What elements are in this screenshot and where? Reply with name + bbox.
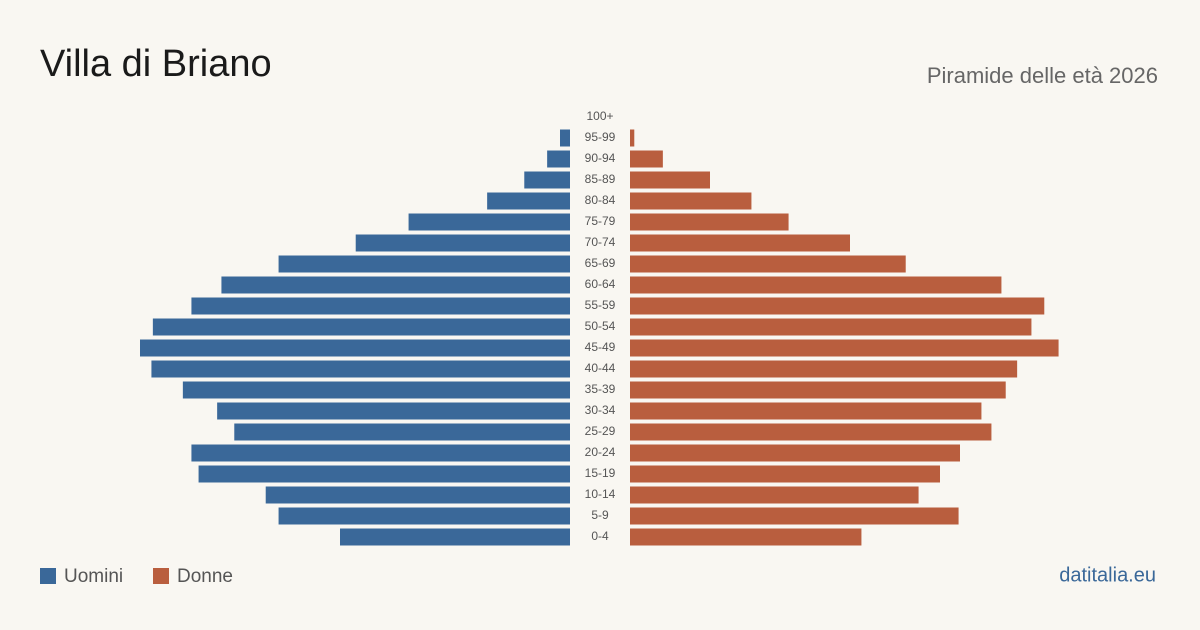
- bar: [630, 171, 710, 189]
- bar: [140, 339, 570, 357]
- bar: [630, 381, 1006, 399]
- bar: [221, 276, 570, 294]
- bar: [630, 234, 850, 252]
- age-label: 80-84: [585, 193, 616, 207]
- bar: [265, 486, 570, 504]
- age-label: 70-74: [585, 235, 616, 249]
- age-label: 0-4: [591, 529, 609, 543]
- chart-title: Villa di Briano: [40, 43, 272, 85]
- bar: [408, 213, 570, 231]
- bar: [630, 276, 1002, 294]
- age-label: 50-54: [585, 319, 616, 333]
- age-label: 25-29: [585, 424, 616, 438]
- age-label: 40-44: [585, 361, 616, 375]
- bar: [630, 129, 635, 147]
- bar: [630, 528, 862, 546]
- bar: [630, 339, 1059, 357]
- age-label: 20-24: [585, 445, 616, 459]
- bar: [547, 150, 570, 168]
- bar: [630, 423, 992, 441]
- bar: [524, 171, 570, 189]
- legend-swatch: [153, 568, 169, 584]
- legend-label: Donne: [177, 566, 233, 587]
- bar: [355, 234, 570, 252]
- age-label: 55-59: [585, 298, 616, 312]
- bar: [234, 423, 571, 441]
- bar: [151, 360, 570, 378]
- bar: [630, 465, 940, 483]
- age-label: 75-79: [585, 214, 616, 228]
- bar: [217, 402, 570, 420]
- legend-swatch: [40, 568, 56, 584]
- bar: [152, 318, 570, 336]
- bar: [630, 150, 663, 168]
- age-label: 100+: [586, 109, 613, 123]
- legend-label: Uomini: [64, 566, 123, 587]
- age-label: 90-94: [585, 151, 616, 165]
- bar: [191, 297, 570, 315]
- bar: [630, 402, 982, 420]
- bar: [630, 213, 789, 231]
- age-label: 60-64: [585, 277, 616, 291]
- age-label: 65-69: [585, 256, 616, 270]
- age-label: 5-9: [591, 508, 609, 522]
- age-label: 95-99: [585, 130, 616, 144]
- age-label: 10-14: [585, 487, 616, 501]
- bar: [630, 192, 752, 210]
- chart-subtitle: Piramide delle età 2026: [927, 63, 1158, 88]
- bar: [278, 507, 570, 525]
- bar: [630, 486, 919, 504]
- bar: [630, 360, 1018, 378]
- bar: [560, 129, 570, 147]
- bar: [630, 318, 1032, 336]
- bar: [182, 381, 570, 399]
- bar: [487, 192, 570, 210]
- bar: [630, 507, 959, 525]
- bar: [340, 528, 570, 546]
- bar: [191, 444, 570, 462]
- age-label: 30-34: [585, 403, 616, 417]
- age-label: 85-89: [585, 172, 616, 186]
- age-label: 45-49: [585, 340, 616, 354]
- source-link[interactable]: datitalia.eu: [1059, 564, 1156, 586]
- bar: [630, 444, 960, 462]
- bar: [630, 297, 1045, 315]
- age-label: 35-39: [585, 382, 616, 396]
- bar: [278, 255, 570, 273]
- age-label: 15-19: [585, 466, 616, 480]
- bar: [630, 255, 906, 273]
- bar: [198, 465, 571, 483]
